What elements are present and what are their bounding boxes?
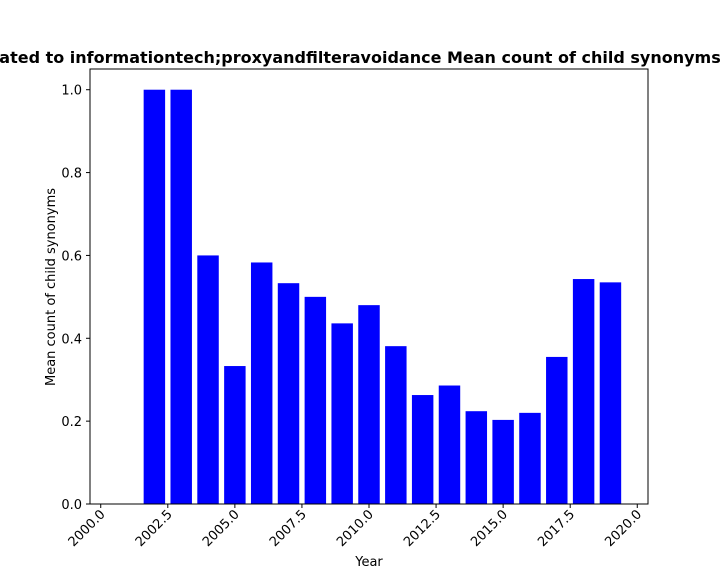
x-axis-label: Year [354,555,383,570]
y-axis: 0.0 0.2 0.4 0.6 0.8 1.0 [61,84,90,513]
bar-2006 [250,262,273,504]
bar-2019 [599,282,622,504]
plot-frame [89,68,649,505]
bars-group [143,89,622,504]
x-tick-label: 2000.0 [66,507,109,550]
bar-2016 [519,412,541,504]
y-tick-label: 0.0 [61,498,82,513]
y-tick-label: 0.8 [61,167,82,182]
bar-2018 [572,279,595,504]
bar-2003 [170,89,192,504]
x-tick-label: 2015.0 [468,507,511,550]
bar-2010 [358,305,380,504]
y-axis-label: Mean count of child synonyms [44,188,59,386]
bar-2017 [546,356,568,504]
chart-title: ated to informationtech;proxyandfilterav… [0,48,720,67]
x-tick-label: 2002.5 [133,507,176,550]
x-tick-label: 2020.0 [602,507,645,550]
bar-2013 [438,385,461,504]
bar-2005 [224,366,246,504]
y-tick-label: 0.2 [61,415,82,430]
bar-2011 [385,346,407,504]
y-tick-label: 0.4 [61,332,82,347]
x-tick-label: 2017.5 [535,507,578,550]
x-axis: 2000.0 2002.5 2005.0 2007.5 2010.0 2012.5 2015… [66,504,645,550]
y-tick-label: 0.6 [61,249,82,264]
x-tick-label: 2007.5 [267,507,310,550]
bar-2012 [411,395,434,504]
bar-2009 [331,323,353,504]
x-tick-label: 2010.0 [334,507,377,550]
bar-2015 [492,419,514,504]
bar-2002 [143,89,166,504]
bar-2008 [304,296,327,504]
bar-2014 [465,411,488,504]
x-tick-label: 2005.0 [200,507,243,550]
x-tick-label: 2012.5 [401,507,444,550]
bar-2007 [277,283,300,504]
bar-2004 [197,255,219,504]
y-tick-label: 1.0 [61,84,82,99]
